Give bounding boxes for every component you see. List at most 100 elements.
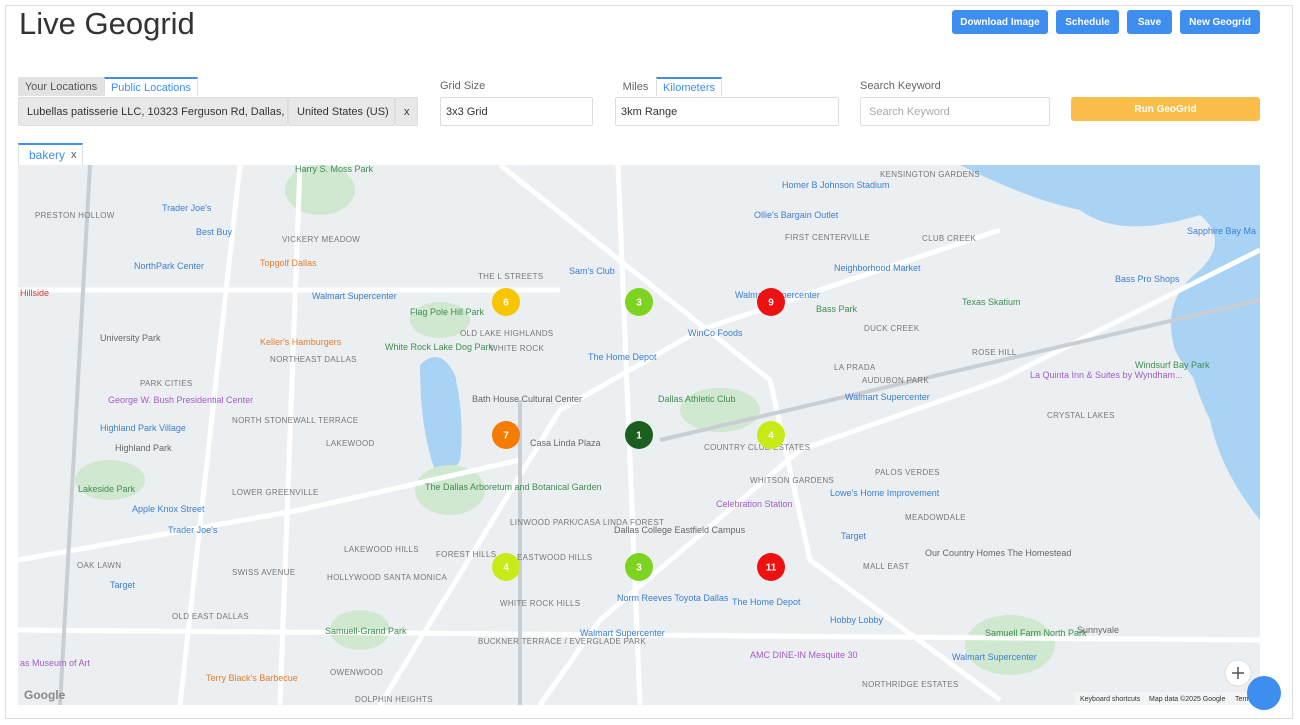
tab[interactable]: Your Locations xyxy=(18,77,104,96)
rank-label: 4 xyxy=(768,431,774,442)
rank-label: 7 xyxy=(503,431,509,442)
map-label: Dallas College Eastfield Campus xyxy=(614,525,746,535)
roads xyxy=(18,165,1260,705)
map-label: NORTHEAST DALLAS xyxy=(270,355,357,364)
map-label: WHITSON GARDENS xyxy=(750,476,834,485)
clear-button[interactable]: x xyxy=(395,97,418,126)
map-label: Highland Park Village xyxy=(100,423,186,433)
label: Search Keyword xyxy=(860,80,941,92)
marker-layer: 6 3 9 7 1 4 4 3 11 xyxy=(492,288,785,581)
map-label: Neighborhood Market xyxy=(834,263,921,273)
map-label: Casa Linda Plaza xyxy=(530,438,601,448)
map-label: OWENWOOD xyxy=(330,668,383,677)
run-button[interactable]: Run GeoGrid xyxy=(1071,97,1260,121)
map-label: OLD LAKE HIGHLANDS xyxy=(460,329,553,338)
map-label: WHITE ROCK HILLS xyxy=(500,599,580,608)
map-label: Walmart Supercenter xyxy=(312,291,397,301)
map-label: Windsurf Bay Park xyxy=(1135,360,1210,370)
map-label: Flag Pole Hill Park xyxy=(410,307,485,317)
map-label: Hobby Lobby xyxy=(830,615,884,625)
map-label: Bass Pro Shops xyxy=(1115,274,1180,284)
map-attribution[interactable]: Terms xyxy=(1235,696,1255,703)
lake xyxy=(420,357,462,474)
rank-marker[interactable] xyxy=(492,553,520,581)
location-input[interactable]: Lubellas patisserie LLC, 10323 Ferguson … xyxy=(18,97,288,126)
rank-label: 3 xyxy=(636,298,642,309)
map-layer: Harry S. Moss Park Trader Joe's Best Buy… xyxy=(18,165,1260,705)
map-label: NORTHRIDGE ESTATES xyxy=(862,680,959,689)
map-label: Homer B Johnson Stadium xyxy=(782,180,890,190)
grid-size-select[interactable]: 3x3 Grid xyxy=(440,97,593,126)
map-label: Norm Reeves Toyota Dallas xyxy=(617,593,729,603)
rank-marker[interactable] xyxy=(492,421,520,449)
rank-label: 3 xyxy=(636,563,642,574)
rank-marker[interactable] xyxy=(492,288,520,316)
map-label: The Home Depot xyxy=(732,597,801,607)
map-label: CLUB CREEK xyxy=(922,234,976,243)
map-logo: Google xyxy=(24,688,66,702)
rank-label: 4 xyxy=(503,563,509,574)
close[interactable]: x xyxy=(71,149,77,161)
map-label: NORTH STONEWALL TERRACE xyxy=(232,416,358,425)
new-geogrid-button[interactable]: New Geogrid xyxy=(1180,10,1260,34)
download-button[interactable]: Download Image xyxy=(952,10,1048,34)
map-label: PALOS VERDES xyxy=(875,468,940,477)
map-label: ROSE HILL xyxy=(972,348,1017,357)
search-input[interactable]: Search Keyword xyxy=(860,97,1050,126)
map-label: Harry S. Moss Park xyxy=(295,165,374,174)
save-button[interactable]: Save xyxy=(1127,10,1172,34)
map-label: Bath House Cultural Center xyxy=(472,394,582,404)
map-label: LA PRADA xyxy=(834,363,876,372)
map-label: Sam's Club xyxy=(569,266,615,276)
map-label: Texas Skatium xyxy=(962,297,1021,307)
rank-marker[interactable] xyxy=(757,553,785,581)
map-label: COUNTRY CLUB ESTATES xyxy=(704,443,810,452)
map-label: WinCo Foods xyxy=(688,328,743,338)
map-label: Bass Park xyxy=(816,304,858,314)
map-label: THE L STREETS xyxy=(478,272,543,281)
lake xyxy=(960,165,1260,420)
lake xyxy=(1180,312,1260,520)
map-label: FIRST CENTERVILLE xyxy=(785,233,870,242)
map-label: Dallas Athletic Club xyxy=(658,394,736,404)
map-label: LAKEWOOD xyxy=(326,439,375,448)
map-label: Best Buy xyxy=(196,227,233,237)
rank-marker[interactable] xyxy=(625,553,653,581)
map-label: FOREST HILLS xyxy=(436,550,496,559)
range-select[interactable]: 3km Range xyxy=(615,97,839,126)
map-label: Sapphire Bay Ma xyxy=(1187,226,1256,236)
map-label: The Dallas Arboretum and Botanical Garde… xyxy=(425,482,602,492)
map: Harry S. Moss Park Trader Joe's Best Buy… xyxy=(18,165,1260,705)
map-label: Trader Joe's xyxy=(168,525,218,535)
map-label: White Rock Lake Dog Park xyxy=(385,342,494,352)
map-label: EASTWOOD HILLS xyxy=(517,553,592,562)
tab[interactable]: Kilometers xyxy=(656,77,722,96)
map-label: Our Country Homes The Homestead xyxy=(925,548,1071,558)
country-select[interactable]: United States (US) xyxy=(288,97,395,126)
map-label: Highland Park xyxy=(115,443,172,453)
chat-button[interactable] xyxy=(1247,676,1281,710)
map-attribution[interactable]: Keyboard shortcuts xyxy=(1080,696,1141,703)
tab[interactable]: Miles xyxy=(622,80,649,93)
rank-marker[interactable] xyxy=(757,288,785,316)
map-label: Walmart Supercenter xyxy=(845,392,930,402)
map-label: BUCKNER TERRACE / EVERGLADE PARK xyxy=(478,637,646,646)
map-label: Apple Knox Street xyxy=(132,504,205,514)
map-label: LAKEWOOD HILLS xyxy=(344,545,419,554)
map-label: Sunnyvale xyxy=(1077,625,1119,635)
rank-label: 1 xyxy=(636,431,642,442)
map-label: Lakeside Park xyxy=(78,484,136,494)
keyword-tab[interactable]: bakery x xyxy=(18,143,83,165)
label: Grid Size xyxy=(440,80,486,92)
map-label: HOLLYWOOD SANTA MONICA xyxy=(327,573,447,582)
map-label: Topgolf Dallas xyxy=(260,258,317,268)
map-label: Keller's Hamburgers xyxy=(260,337,342,347)
schedule-button[interactable]: Schedule xyxy=(1056,10,1119,34)
map-label: Target xyxy=(841,531,867,541)
rank-marker[interactable] xyxy=(757,421,785,449)
map-label: University Park xyxy=(100,333,161,343)
rank-marker[interactable] xyxy=(625,288,653,316)
rank-marker[interactable] xyxy=(625,421,653,449)
tab[interactable]: Public Locations xyxy=(104,77,198,96)
